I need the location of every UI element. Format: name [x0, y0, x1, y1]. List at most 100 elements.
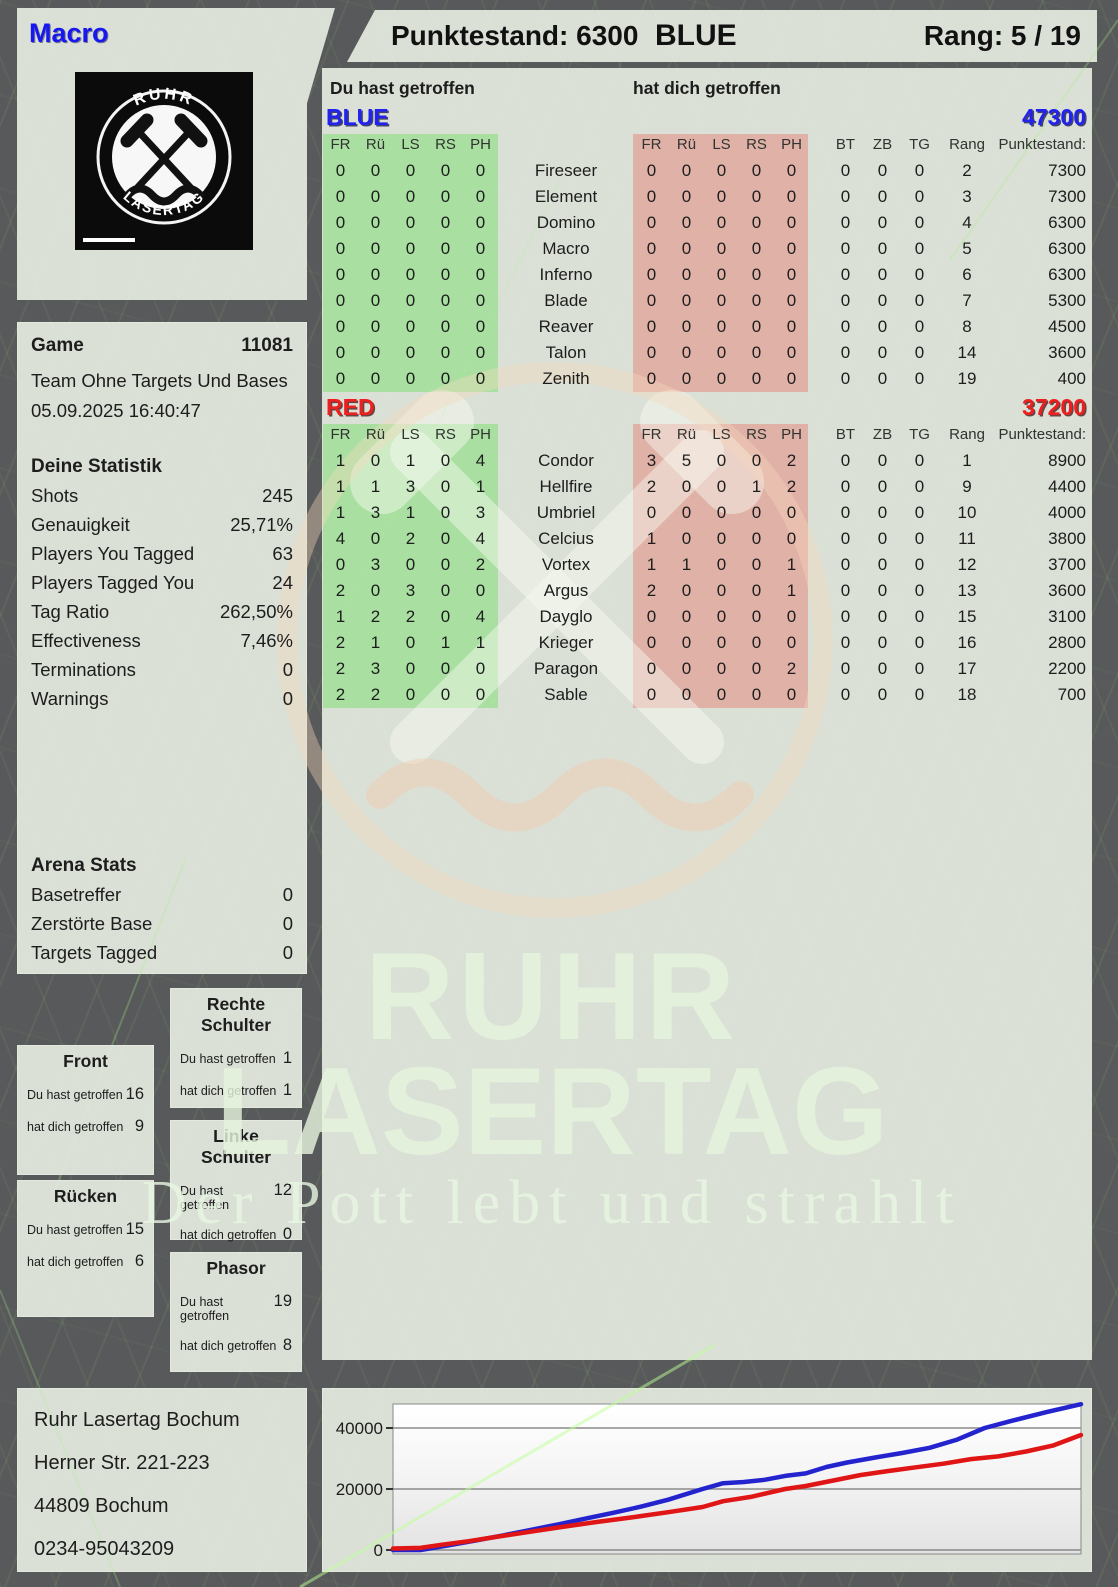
player-name: Celcius — [538, 529, 594, 548]
player-name: Inferno — [539, 265, 593, 284]
score-cell: 0 — [681, 581, 692, 600]
address-line: Herner Str. 221-223 — [34, 1452, 210, 1474]
stat-value: 63 — [272, 543, 293, 564]
score-cell: 0 — [646, 503, 657, 522]
spacer — [809, 630, 827, 656]
hit-you-block — [633, 134, 808, 392]
score-cell: 0 — [681, 477, 692, 496]
zb-cell: 0 — [877, 369, 888, 388]
rank-cell: 12 — [957, 555, 977, 574]
score-cell: 0 — [716, 607, 727, 626]
score-cell: 0 — [786, 607, 797, 626]
score-cell: 0 — [716, 343, 727, 362]
score-cell: 0 — [475, 685, 486, 704]
points-cell: 6300 — [1048, 213, 1086, 232]
tg-cell: 0 — [914, 633, 925, 652]
col-header: BT — [835, 426, 856, 443]
score-cell: 1 — [681, 555, 692, 574]
points-cell: 3700 — [1048, 555, 1086, 574]
score-cell: 0 — [440, 187, 451, 206]
score-cell: 0 — [646, 291, 657, 310]
score-cell: 0 — [440, 607, 451, 626]
you-hit-value: 15 — [125, 1220, 144, 1238]
team-label: BLUE — [655, 19, 737, 52]
bt-cell: 0 — [840, 685, 851, 704]
col-header: TG — [909, 136, 930, 153]
score-cell: 2 — [786, 659, 797, 678]
player-name: Dayglo — [539, 607, 593, 626]
col-header: Punktestand: — [998, 136, 1086, 153]
points-cell: 3600 — [1048, 343, 1086, 362]
you-hit-value: 16 — [125, 1085, 144, 1103]
score-cell: 0 — [440, 369, 451, 388]
score-cell: 0 — [405, 161, 416, 180]
hit-you-value: 8 — [282, 1336, 292, 1354]
score-cell: 0 — [716, 659, 727, 678]
stat-row: Warnings 0 — [31, 684, 293, 713]
bt-cell: 0 — [840, 607, 851, 626]
zb-cell: 0 — [877, 187, 888, 206]
team-title: BLUE 47300 — [326, 104, 1088, 132]
club-logo: RUHR LASERTAG — [75, 72, 253, 250]
spacer — [809, 604, 827, 630]
rank-cell: 2 — [962, 161, 972, 180]
col-header: Rü — [676, 426, 697, 443]
score-cell: 0 — [716, 265, 727, 284]
bt-cell: 0 — [840, 239, 851, 258]
zb-cell: 0 — [877, 555, 888, 574]
score-cell: 0 — [646, 659, 657, 678]
score-cell: 2 — [405, 607, 416, 626]
score-cell: 1 — [646, 529, 657, 548]
score-cell: 0 — [370, 187, 381, 206]
team-name: BLUE — [326, 104, 389, 130]
col-header: RS — [435, 136, 456, 153]
score-cell: 0 — [751, 161, 762, 180]
stat-value: 25,71% — [230, 514, 293, 535]
score-cell: 0 — [646, 685, 657, 704]
score-cell: 0 — [335, 187, 346, 206]
score-cell: 0 — [370, 291, 381, 310]
arena-stats-title: Arena Stats — [31, 855, 137, 876]
spacer — [809, 210, 827, 236]
score-cell: 3 — [405, 477, 416, 496]
rank-cell: 11 — [958, 529, 976, 548]
points-cell: 3600 — [1048, 581, 1086, 600]
stat-row: Basetreffer 0 — [31, 880, 293, 909]
tg-cell: 0 — [914, 213, 925, 232]
score-cell: 1 — [405, 451, 416, 470]
score-cell: 0 — [370, 161, 381, 180]
score-cell: 0 — [786, 343, 797, 362]
score-cell: 0 — [405, 343, 416, 362]
hit-you-label: hat dich getroffen — [180, 1228, 277, 1242]
stat-row: Genauigkeit 25,71% — [31, 510, 293, 539]
game-label: Game — [31, 335, 84, 356]
tg-cell: 0 — [914, 317, 925, 336]
score-cell: 0 — [405, 239, 416, 258]
score-cell: 0 — [681, 213, 692, 232]
points-cell: 7300 — [1048, 187, 1086, 206]
address-line: 44809 Bochum — [34, 1495, 169, 1517]
score-cell: 0 — [716, 239, 727, 258]
col-header: PH — [470, 136, 491, 153]
tg-cell: 0 — [914, 607, 925, 626]
score-cell: 0 — [786, 239, 797, 258]
zb-cell: 0 — [877, 291, 888, 310]
score-cell: 2 — [335, 659, 346, 678]
you-hit-label: Du hast getroffen — [180, 1295, 230, 1323]
bt-cell: 0 — [840, 555, 851, 574]
score-cell: 0 — [335, 265, 346, 284]
stat-label: Warnings — [31, 688, 109, 709]
rank-cell: 13 — [957, 581, 977, 600]
spacer — [809, 314, 827, 340]
rank-cell: 4 — [962, 213, 972, 232]
col-header: Rü — [365, 136, 386, 153]
zb-cell: 0 — [877, 161, 888, 180]
score-cell: 0 — [475, 265, 486, 284]
score-cell: 0 — [751, 503, 762, 522]
rank-cell: 18 — [957, 685, 977, 704]
points-cell: 4500 — [1048, 317, 1086, 336]
col-header: BT — [835, 136, 856, 153]
score-cell: 0 — [751, 451, 762, 470]
stat-label: Shots — [31, 485, 79, 506]
score-cell: 0 — [716, 291, 727, 310]
